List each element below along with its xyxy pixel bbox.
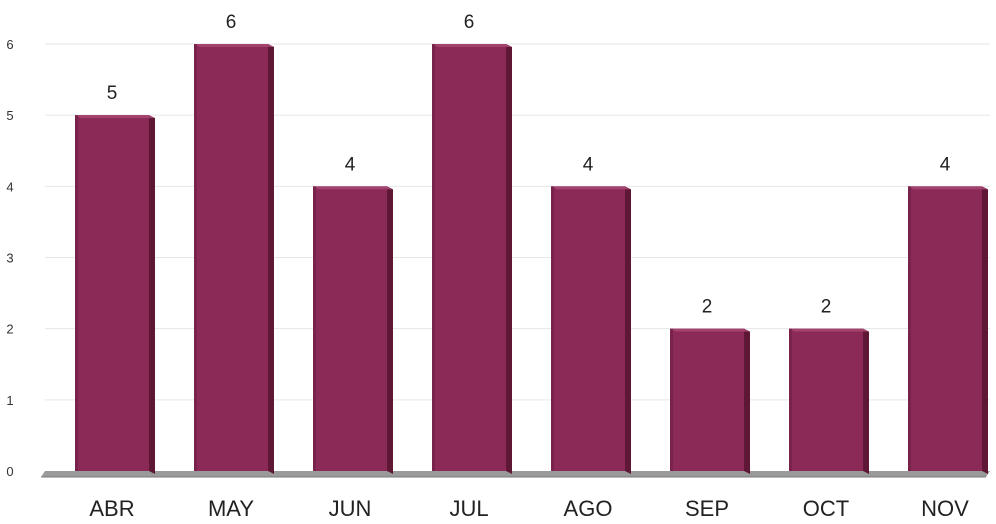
bar-top-MAY xyxy=(194,44,274,47)
y-tick-label-6: 6 xyxy=(6,37,13,52)
chart-floor xyxy=(41,471,990,478)
x-label-AGO: AGO xyxy=(564,496,613,521)
bar-JUL xyxy=(432,44,506,471)
y-tick-label-0: 0 xyxy=(6,464,13,479)
bar-edge-SEP xyxy=(670,328,673,471)
bar-edge-NOV xyxy=(908,186,911,472)
x-label-MAY: MAY xyxy=(208,496,254,521)
bar-top-SEP xyxy=(670,328,750,332)
bar-side-JUN xyxy=(387,186,393,475)
bars xyxy=(75,44,988,475)
data-labels: 5 6 4 6 4 2 2 4 xyxy=(107,12,951,318)
y-tick-label-1: 1 xyxy=(6,393,13,408)
bar-top-ABR xyxy=(75,115,155,119)
x-label-ABR: ABR xyxy=(89,496,134,521)
y-tick-label-5: 5 xyxy=(6,108,13,123)
bar-SEP xyxy=(670,328,744,471)
bar-edge-MAY xyxy=(194,44,197,471)
bar-NOV xyxy=(908,186,982,472)
bar-top-AGO xyxy=(551,186,631,190)
bar-edge-JUN xyxy=(313,186,316,472)
bar-edge-AGO xyxy=(551,186,554,472)
bar-edge-JUL xyxy=(432,44,435,471)
bar-side-SEP xyxy=(744,328,750,474)
x-label-JUN: JUN xyxy=(329,496,372,521)
floor-plane xyxy=(41,471,990,477)
bar-top-JUL xyxy=(432,44,512,47)
bar-top-NOV xyxy=(908,186,988,190)
x-axis-labels: ABR MAY JUN JUL AGO SEP OCT NOV xyxy=(89,496,969,521)
bar-edge-OCT xyxy=(789,328,792,471)
data-label-NOV: 4 xyxy=(940,154,951,175)
bar-side-JUL xyxy=(506,44,512,474)
bar-AGO xyxy=(551,186,625,472)
bar-OCT xyxy=(789,328,863,471)
data-label-SEP: 2 xyxy=(702,297,713,318)
x-label-OCT: OCT xyxy=(803,496,849,521)
bar-MAY xyxy=(194,44,268,471)
bar-side-AGO xyxy=(625,186,631,475)
bar-edge-ABR xyxy=(75,115,78,472)
bar-side-MAY xyxy=(268,44,274,474)
y-tick-label-4: 4 xyxy=(6,179,13,194)
bar-ABR xyxy=(75,115,149,472)
bar-top-OCT xyxy=(789,328,869,332)
bar-top-JUN xyxy=(313,186,393,190)
data-label-JUN: 4 xyxy=(345,154,356,175)
data-label-AGO: 4 xyxy=(583,154,594,175)
bar-side-OCT xyxy=(863,328,869,474)
x-label-NOV: NOV xyxy=(921,496,969,521)
x-label-SEP: SEP xyxy=(685,496,729,521)
y-tick-label-3: 3 xyxy=(6,251,13,266)
bar-JUN xyxy=(313,186,387,472)
data-label-OCT: 2 xyxy=(821,297,832,318)
bar-side-ABR xyxy=(149,115,155,475)
data-label-ABR: 5 xyxy=(107,83,118,104)
data-label-MAY: 6 xyxy=(226,12,237,33)
y-axis-ticks: 0 1 2 3 4 5 6 xyxy=(6,37,13,479)
y-tick-label-2: 2 xyxy=(6,322,13,337)
bar-side-NOV xyxy=(982,186,988,475)
x-label-JUL: JUL xyxy=(449,496,488,521)
data-label-JUL: 6 xyxy=(464,12,475,33)
